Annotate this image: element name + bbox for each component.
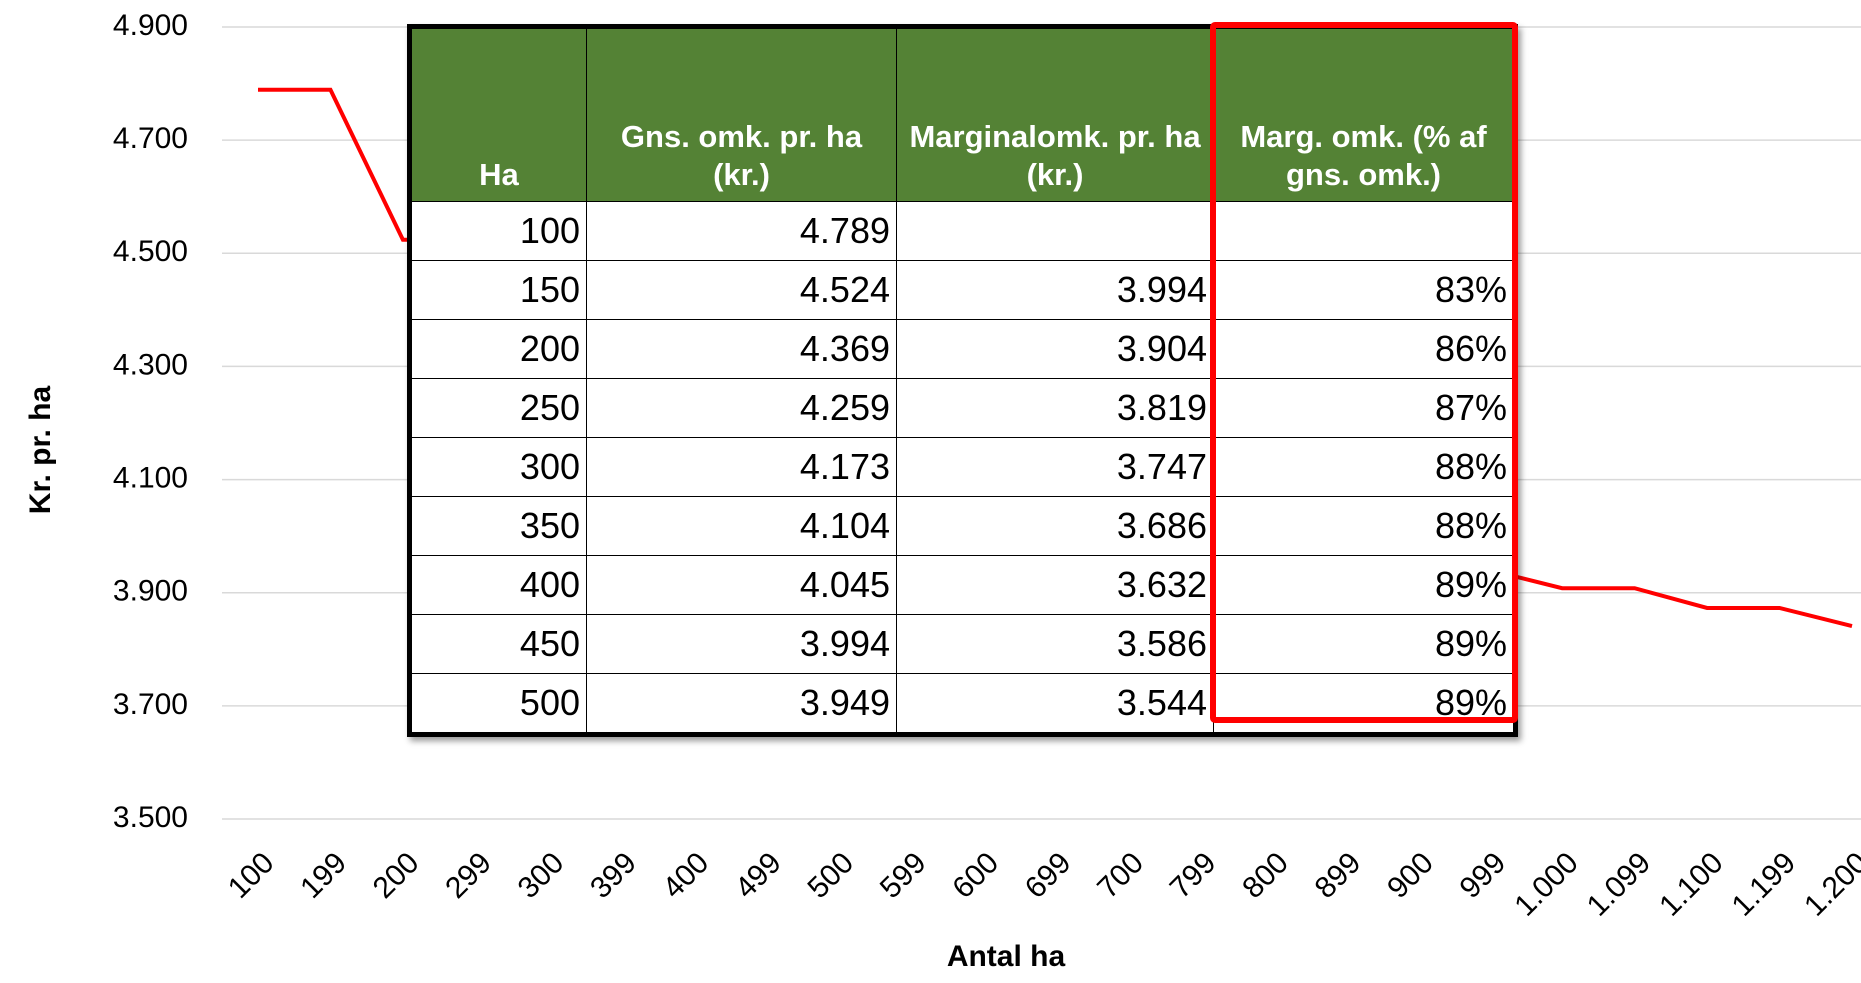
data-table: Ha Gns. omk. pr. ha (kr.) Marginalomk. pr.… (407, 24, 1518, 737)
table-cell: 89% (1213, 555, 1516, 615)
y-tick-label: 4.500 (113, 235, 188, 268)
x-tick-label: 899 (1309, 846, 1368, 905)
table-cell: 4.259 (586, 378, 897, 438)
x-tick-label: 300 (512, 846, 571, 905)
table-row: 150 4.524 3.994 83% (409, 260, 1516, 320)
x-tick-label: 199 (294, 846, 353, 905)
table-cell: 100 (409, 201, 587, 261)
x-tick-label: 499 (729, 846, 788, 905)
x-tick-label: 1.200 (1798, 846, 1861, 922)
table-cell: 150 (409, 260, 587, 320)
table-row: 300 4.173 3.747 88% (409, 437, 1516, 497)
y-axis-title: Kr. pr. ha (24, 386, 57, 515)
table-row: 500 3.949 3.544 89% (409, 673, 1516, 735)
table-cell: 89% (1213, 614, 1516, 674)
table-row: 400 4.045 3.632 89% (409, 555, 1516, 615)
table-cell: 500 (409, 673, 587, 735)
table-row: 100 4.789 (409, 201, 1516, 261)
table-cell: 400 (409, 555, 587, 615)
table-row: 350 4.104 3.686 88% (409, 496, 1516, 556)
x-tick-label: 500 (801, 846, 860, 905)
y-tick-label: 4.100 (113, 461, 188, 494)
x-axis-title: Antal ha (947, 940, 1066, 973)
y-tick-label: 4.700 (113, 122, 188, 155)
y-tick-label: 3.900 (113, 575, 188, 608)
x-tick-label: 700 (1091, 846, 1150, 905)
table-cell: 3.686 (896, 496, 1214, 556)
table-cell: 89% (1213, 673, 1516, 735)
x-tick-label: 299 (439, 846, 498, 905)
y-tick-label: 4.900 (113, 9, 188, 42)
x-tick-label: 599 (874, 846, 933, 905)
table-cell: 3.819 (896, 378, 1214, 438)
x-tick-label: 200 (367, 846, 426, 905)
table-cell: 4.369 (586, 319, 897, 379)
table-row: 200 4.369 3.904 86% (409, 319, 1516, 379)
table-cell: 450 (409, 614, 587, 674)
header-cell: Marg. omk. (% af gns. omk.) (1213, 26, 1516, 202)
x-tick-label: 900 (1381, 846, 1440, 905)
table-row: 250 4.259 3.819 87% (409, 378, 1516, 438)
x-tick-label: 1.000 (1508, 846, 1584, 922)
table-cell: 4.045 (586, 555, 897, 615)
table-row: 450 3.994 3.586 89% (409, 614, 1516, 674)
x-tick-label: 100 (222, 846, 281, 905)
table-cell: 83% (1213, 260, 1516, 320)
table-cell: 3.586 (896, 614, 1214, 674)
y-tick-label: 3.500 (113, 801, 188, 834)
table-cell: 86% (1213, 319, 1516, 379)
x-tick-label: 999 (1454, 846, 1513, 905)
x-tick-label: 399 (584, 846, 643, 905)
table-cell: 3.544 (896, 673, 1214, 735)
x-tick-label: 600 (946, 846, 1005, 905)
table-cell: 88% (1213, 437, 1516, 497)
table-cell: 3.949 (586, 673, 897, 735)
y-tick-label: 3.700 (113, 688, 188, 721)
table-cell: 87% (1213, 378, 1516, 438)
x-tick-label: 400 (657, 846, 716, 905)
table-cell: 3.747 (896, 437, 1214, 497)
table-cell: 4.173 (586, 437, 897, 497)
header-row: Ha Gns. omk. pr. ha (kr.) Marginalomk. pr.… (409, 26, 1516, 202)
table-cell: 300 (409, 437, 587, 497)
y-tick-label: 4.300 (113, 348, 188, 381)
x-tick-label: 1.100 (1653, 846, 1729, 922)
empty-cell (896, 201, 1214, 261)
table-cell: 3.994 (586, 614, 897, 674)
table-cell: 3.994 (896, 260, 1214, 320)
empty-cell (1213, 201, 1516, 261)
table-cell: 4.104 (586, 496, 897, 556)
x-tick-label: 1.199 (1726, 846, 1802, 922)
header-cell: Marginalomk. pr. ha (kr.) (896, 26, 1214, 202)
x-tick-label: 1.099 (1581, 846, 1657, 922)
table-cell: 250 (409, 378, 587, 438)
table-cell: 4.524 (586, 260, 897, 320)
header-cell: Gns. omk. pr. ha (kr.) (586, 26, 897, 202)
x-tick-label: 799 (1164, 846, 1223, 905)
table-cell: 88% (1213, 496, 1516, 556)
x-tick-label: 699 (1019, 846, 1078, 905)
table-cell: 350 (409, 496, 587, 556)
table-cell: 200 (409, 319, 587, 379)
table-cell: 3.632 (896, 555, 1214, 615)
x-tick-label: 800 (1236, 846, 1295, 905)
header-cell: Ha (409, 26, 587, 202)
table-cell: 4.789 (586, 201, 897, 261)
table-cell: 3.904 (896, 319, 1214, 379)
